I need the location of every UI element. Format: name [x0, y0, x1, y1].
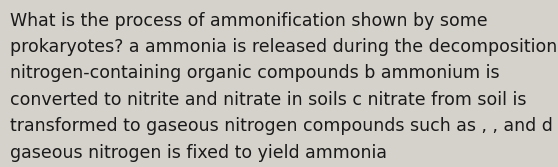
Text: prokaryotes? a ammonia is released during the decomposition of: prokaryotes? a ammonia is released durin… [10, 38, 558, 56]
Text: gaseous nitrogen is fixed to yield ammonia: gaseous nitrogen is fixed to yield ammon… [10, 144, 387, 162]
Text: nitrogen-containing organic compounds b ammonium is: nitrogen-containing organic compounds b … [10, 64, 499, 82]
Text: transformed to gaseous nitrogen compounds such as , , and d: transformed to gaseous nitrogen compound… [10, 117, 553, 135]
Text: What is the process of ammonification shown by some: What is the process of ammonification sh… [10, 12, 488, 30]
Text: converted to nitrite and nitrate in soils c nitrate from soil is: converted to nitrite and nitrate in soil… [10, 91, 527, 109]
